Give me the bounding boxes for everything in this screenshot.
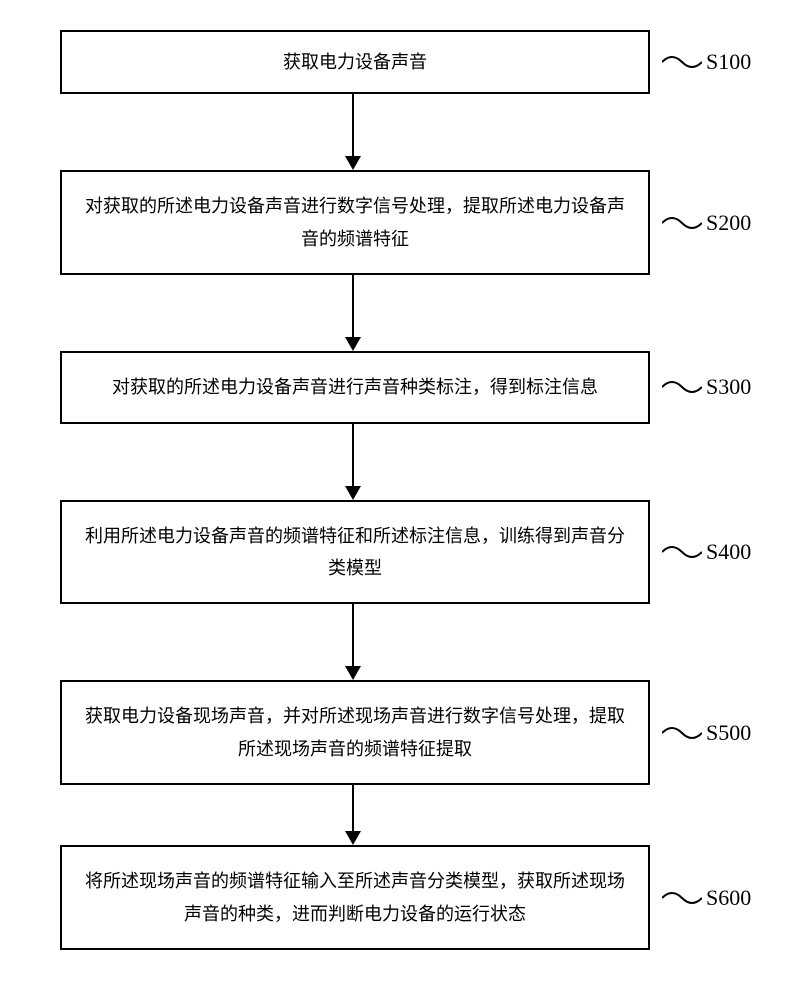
arrow-head [345,156,361,170]
flowchart-arrow [345,604,361,680]
arrow-head [345,486,361,500]
curve-connector [662,47,702,77]
arrow-line [352,785,354,831]
step-wrapper: 将所述现场声音的频谱特征输入至所述声音分类模型，获取所述现场声音的种类，进而判断… [20,845,766,950]
flowchart-box-s400: 利用所述电力设备声音的频谱特征和所述标注信息，训练得到声音分类模型 [60,500,650,605]
flowchart-container: 获取电力设备声音 S100 对获取的所述电力设备声音进行数字信号处理，提取所述电… [20,30,766,950]
curve-connector [662,537,702,567]
arrow-line [352,275,354,337]
curve-connector [662,883,702,913]
label-area: S400 [662,537,751,567]
flowchart-box-s200: 对获取的所述电力设备声音进行数字信号处理，提取所述电力设备声音的频谱特征 [60,170,650,275]
step-wrapper: 利用所述电力设备声音的频谱特征和所述标注信息，训练得到声音分类模型 S400 [20,500,766,605]
step-label: S500 [706,720,751,746]
label-area: S200 [662,208,751,238]
curve-connector [662,718,702,748]
label-area: S100 [662,47,751,77]
arrow-head [345,666,361,680]
step-wrapper: 对获取的所述电力设备声音进行数字信号处理，提取所述电力设备声音的频谱特征 S20… [20,170,766,275]
arrow-line [352,94,354,156]
step-wrapper: 获取电力设备现场声音，并对所述现场声音进行数字信号处理，提取所述现场声音的频谱特… [20,680,766,785]
step-label: S600 [706,885,751,911]
curve-connector [662,208,702,238]
step-label: S300 [706,374,751,400]
flowchart-box-s300: 对获取的所述电力设备声音进行声音种类标注，得到标注信息 [60,351,650,423]
step-wrapper: 获取电力设备声音 S100 [20,30,766,94]
box-text: 将所述现场声音的频谱特征输入至所述声音分类模型，获取所述现场声音的种类，进而判断… [82,865,628,930]
step-label: S400 [706,539,751,565]
flowchart-arrow [345,275,361,351]
step-label: S100 [706,49,751,75]
arrow-line [352,604,354,666]
flowchart-box-s100: 获取电力设备声音 [60,30,650,94]
box-text: 对获取的所述电力设备声音进行数字信号处理，提取所述电力设备声音的频谱特征 [82,190,628,255]
flowchart-arrow [345,424,361,500]
flowchart-arrow [345,785,361,845]
box-text: 获取电力设备声音 [283,46,427,78]
flowchart-box-s500: 获取电力设备现场声音，并对所述现场声音进行数字信号处理，提取所述现场声音的频谱特… [60,680,650,785]
box-text: 利用所述电力设备声音的频谱特征和所述标注信息，训练得到声音分类模型 [82,520,628,585]
curve-connector [662,372,702,402]
flowchart-box-s600: 将所述现场声音的频谱特征输入至所述声音分类模型，获取所述现场声音的种类，进而判断… [60,845,650,950]
arrow-line [352,424,354,486]
arrow-head [345,337,361,351]
label-area: S600 [662,883,751,913]
box-text: 对获取的所述电力设备声音进行声音种类标注，得到标注信息 [112,371,598,403]
flowchart-arrow [345,94,361,170]
arrow-head [345,831,361,845]
step-label: S200 [706,210,751,236]
label-area: S300 [662,372,751,402]
label-area: S500 [662,718,751,748]
box-text: 获取电力设备现场声音，并对所述现场声音进行数字信号处理，提取所述现场声音的频谱特… [82,700,628,765]
step-wrapper: 对获取的所述电力设备声音进行声音种类标注，得到标注信息 S300 [20,351,766,423]
